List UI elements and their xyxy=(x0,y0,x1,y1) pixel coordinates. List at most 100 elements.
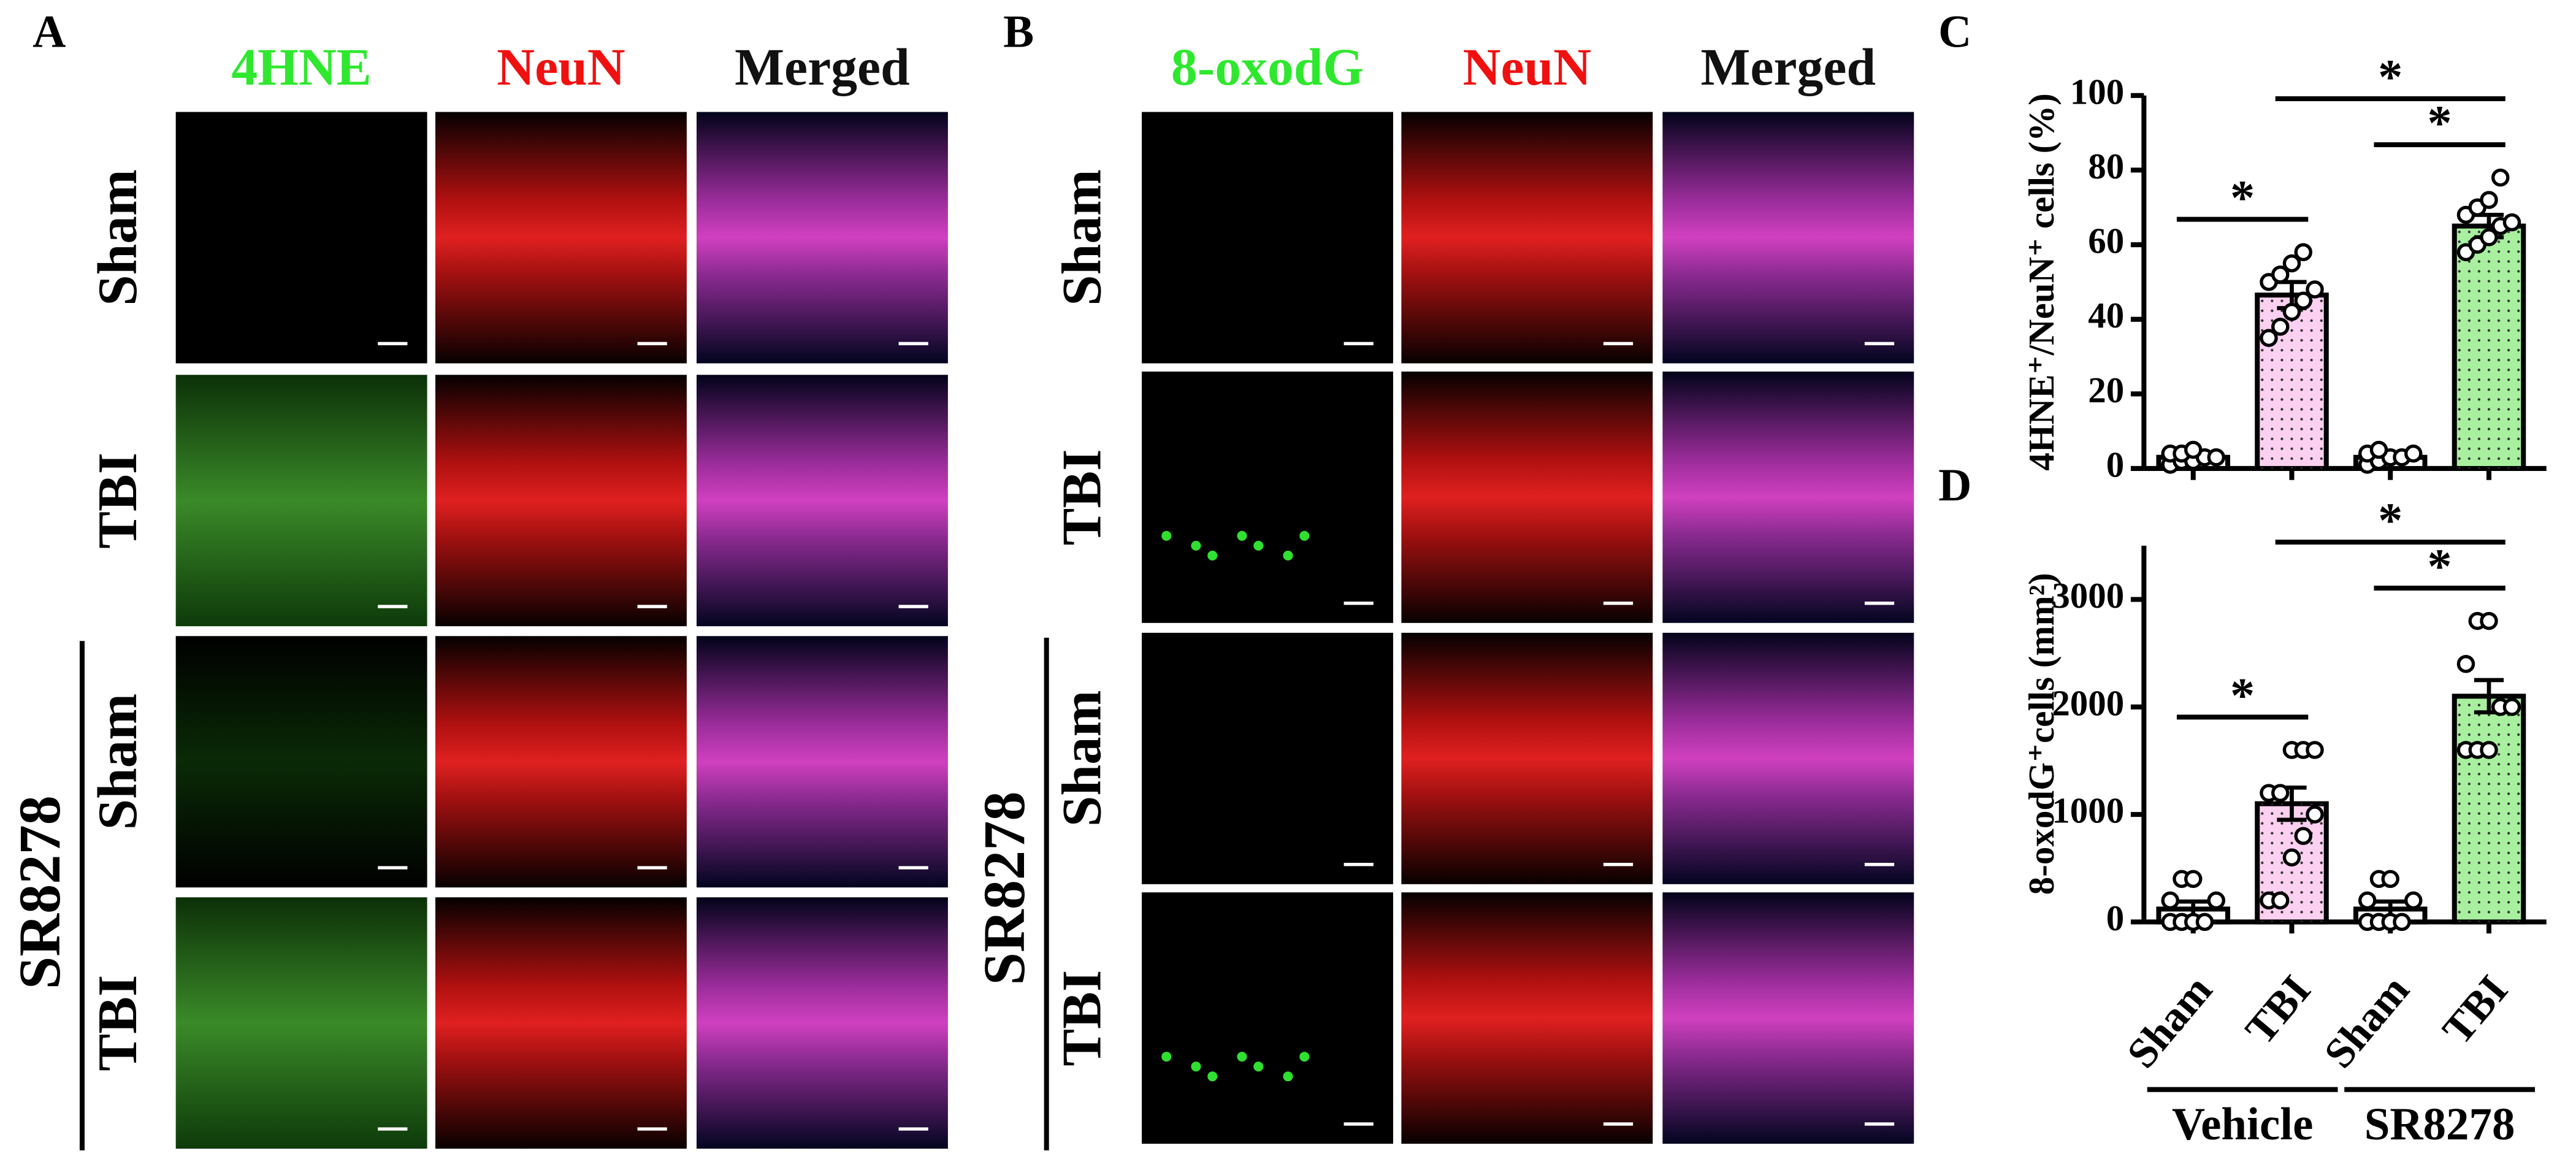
y-tick-label: 60 xyxy=(2088,221,2124,261)
column-header: NeuN xyxy=(497,38,625,96)
micrograph xyxy=(175,897,427,1149)
data-point xyxy=(2271,891,2290,910)
significance-label: * xyxy=(2230,170,2255,225)
column-header: 8-oxodG xyxy=(1171,38,1364,96)
stain-spot xyxy=(1283,1071,1293,1082)
y-tick-label: 80 xyxy=(2088,146,2124,186)
data-point xyxy=(2456,654,2475,673)
data-point xyxy=(2306,280,2324,299)
data-point xyxy=(2358,891,2377,910)
x-tick-label: Sham xyxy=(2315,966,2418,1077)
micrograph xyxy=(435,112,687,364)
micrograph xyxy=(1142,892,1393,1144)
micrograph xyxy=(1142,112,1393,364)
micrograph xyxy=(435,375,687,627)
data-point xyxy=(2271,318,2290,336)
stain-spot xyxy=(1253,1062,1264,1072)
data-point xyxy=(2282,254,2301,273)
data-point xyxy=(2195,913,2214,932)
micrograph xyxy=(1142,371,1393,623)
data-point xyxy=(2294,827,2312,845)
data-point xyxy=(2404,444,2423,463)
row-label: Sham xyxy=(1051,169,1113,306)
data-point xyxy=(2184,440,2203,459)
data-point xyxy=(2480,228,2498,247)
micrograph xyxy=(696,112,948,364)
stain-spot xyxy=(1191,1062,1201,1072)
row-label: Sham xyxy=(86,694,148,830)
stain-spot xyxy=(1207,550,1218,561)
row-label: TBI xyxy=(1051,970,1113,1066)
data-point xyxy=(2381,870,2399,889)
y-axis-label: 8-oxodG⁺cells (mm²) xyxy=(2021,573,2062,895)
micrograph xyxy=(1401,112,1653,364)
data-point xyxy=(2271,784,2290,802)
data-point xyxy=(2271,265,2290,284)
y-tick-label: 3000 xyxy=(2052,575,2124,616)
data-point xyxy=(2491,168,2510,187)
micrograph xyxy=(175,375,427,627)
y-tick-label: 2000 xyxy=(2052,683,2124,723)
panel-label: B xyxy=(1003,7,1034,58)
stain-spot xyxy=(1191,540,1201,551)
significance-label: * xyxy=(2428,96,2452,151)
data-point xyxy=(2404,891,2423,910)
significance-label: * xyxy=(2378,50,2402,105)
significance-label: * xyxy=(2378,494,2402,548)
stain-spot xyxy=(1161,1052,1172,1062)
micrograph xyxy=(1142,632,1393,884)
micrograph xyxy=(696,897,948,1149)
y-tick-label: 40 xyxy=(2088,295,2124,335)
group-label: SR8278 xyxy=(971,791,1037,985)
y-tick-label: 1000 xyxy=(2052,790,2124,831)
data-point xyxy=(2207,891,2225,910)
column-header: 4HNE xyxy=(231,38,372,96)
micrograph xyxy=(696,636,948,888)
micrograph xyxy=(435,897,687,1149)
data-point xyxy=(2282,848,2301,867)
micrograph xyxy=(1662,371,1914,623)
x-tick-label: Sham xyxy=(2118,966,2221,1077)
data-point xyxy=(2184,870,2203,889)
y-tick-label: 0 xyxy=(2106,898,2124,938)
micrograph xyxy=(1401,371,1653,623)
data-point xyxy=(2306,805,2324,824)
row-label: TBI xyxy=(1051,449,1113,545)
group-label: Vehicle xyxy=(2172,1099,2314,1150)
stain-spot xyxy=(1161,530,1172,541)
panel-label: D xyxy=(1938,460,1971,511)
column-header: Merged xyxy=(735,38,910,96)
micrograph xyxy=(1662,632,1914,884)
x-tick-label: TBI xyxy=(2236,966,2320,1053)
y-axis-label: 4HNE⁺/NeuN⁺ cells (%) xyxy=(2021,93,2062,471)
stain-spot xyxy=(1207,1071,1218,1082)
row-label: Sham xyxy=(86,169,148,306)
data-point xyxy=(2294,291,2312,310)
micrograph xyxy=(435,636,687,888)
stain-spot xyxy=(1299,530,1310,541)
data-point xyxy=(2306,741,2324,759)
x-tick-label: TBI xyxy=(2434,966,2517,1053)
row-label: TBI xyxy=(86,975,148,1071)
panel-label: C xyxy=(1938,7,1971,58)
data-point xyxy=(2207,448,2225,467)
bar-texture xyxy=(2257,295,2326,469)
micrograph xyxy=(175,636,427,888)
stain-spot xyxy=(1237,1052,1247,1062)
stain-spot xyxy=(1283,550,1293,561)
micrograph xyxy=(1662,112,1914,364)
group-label: SR8278 xyxy=(7,795,72,989)
column-header: NeuN xyxy=(1463,38,1592,96)
y-tick-label: 20 xyxy=(2088,370,2124,410)
micrograph xyxy=(696,375,948,627)
column-header: Merged xyxy=(1701,38,1876,96)
data-point xyxy=(2294,243,2312,261)
bar-texture xyxy=(2454,696,2524,922)
bar-texture xyxy=(2454,226,2524,469)
stain-spot xyxy=(1299,1052,1310,1062)
y-tick-label: 0 xyxy=(2106,444,2124,484)
y-tick-label: 100 xyxy=(2070,71,2124,112)
data-point xyxy=(2502,213,2521,232)
